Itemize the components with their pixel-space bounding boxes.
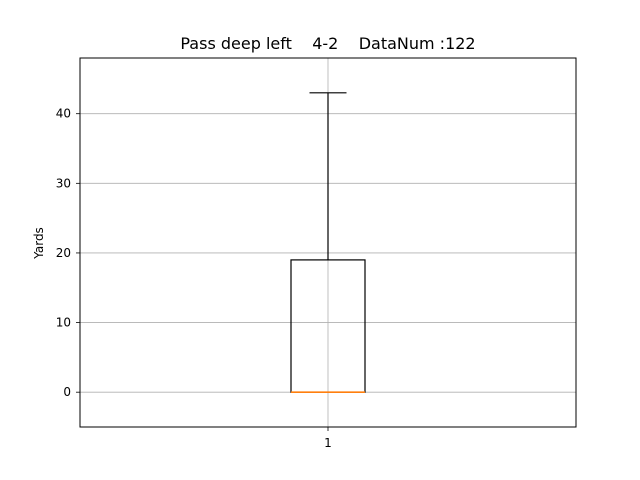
y-tick-label: 0 — [63, 385, 71, 399]
x-tick-label: 1 — [324, 436, 332, 450]
y-tick-label: 10 — [56, 316, 71, 330]
y-axis-label: Yards — [32, 227, 46, 260]
y-tick-label: 30 — [56, 176, 71, 190]
tick-layer: 0 10 20 30 40 1 — [56, 107, 332, 450]
chart-title: Pass deep left 4-2 DataNum :122 — [180, 34, 475, 53]
y-tick-label: 20 — [56, 246, 71, 260]
box-layer — [290, 92, 366, 393]
y-tick-label: 40 — [56, 107, 71, 121]
